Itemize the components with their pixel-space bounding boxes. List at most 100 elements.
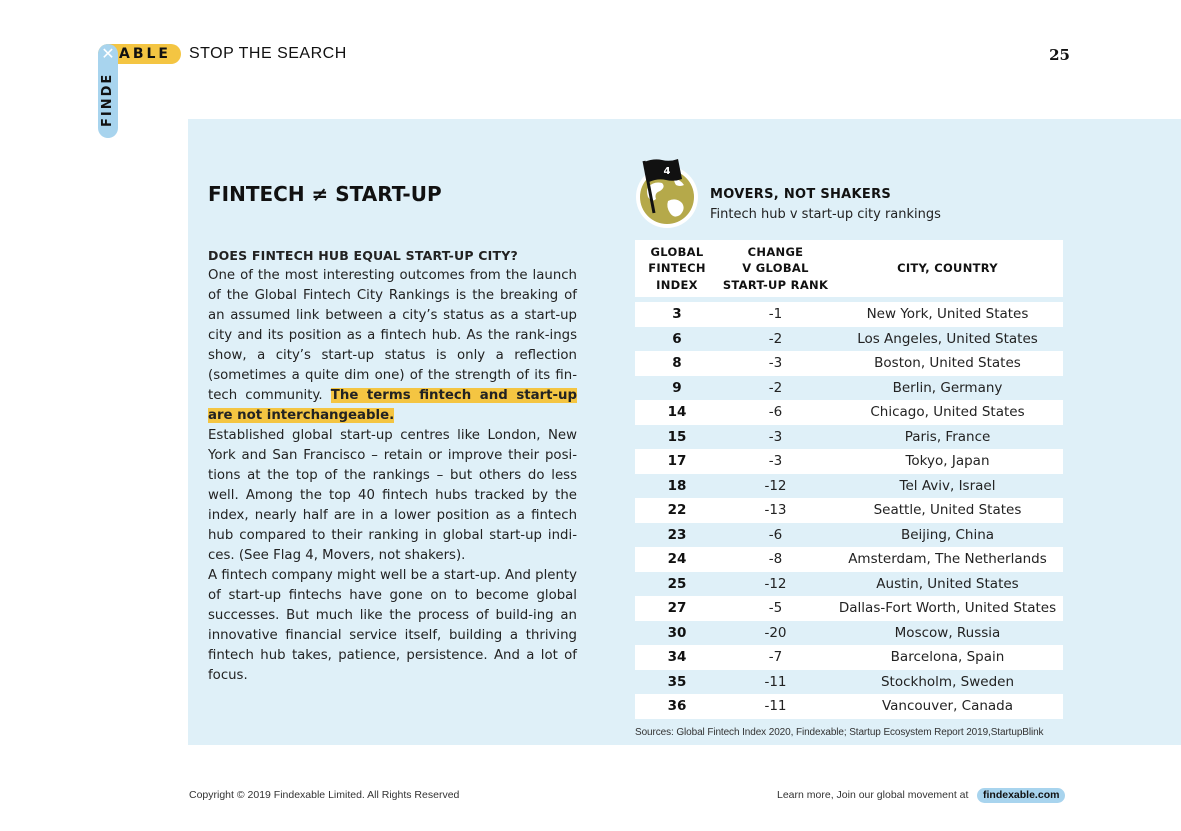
flag-pole	[642, 160, 656, 214]
table-body: 3 -1 New York, United States 6 -2 Los Angeles…	[635, 297, 1063, 719]
table-row: 23 -6 Beijing, China	[635, 522, 1063, 547]
cell-rank-change: -20	[719, 620, 832, 645]
cell-fintech-index: 23	[635, 522, 719, 547]
section-title: STOP THE SEARCH	[189, 45, 347, 62]
logo-x-mark: ✕	[101, 44, 115, 63]
cell-fintech-index: 27	[635, 596, 719, 621]
cell-fintech-index: 6	[635, 326, 719, 351]
globe-flag-icon: 4	[636, 159, 698, 228]
table-row: 14 -6 Chicago, United States	[635, 400, 1063, 425]
cell-fintech-index: 17	[635, 449, 719, 474]
cell-fintech-index: 18	[635, 473, 719, 498]
cell-fintech-index: 22	[635, 498, 719, 523]
cell-fintech-index: 35	[635, 669, 719, 694]
table-row: 9 -2 Berlin, Germany	[635, 375, 1063, 400]
cell-city-country: Berlin, Germany	[832, 375, 1063, 400]
table-row: 25 -12 Austin, United States	[635, 571, 1063, 596]
table-row: 3 -1 New York, United States	[635, 302, 1063, 327]
table-row: 24 -8 Amsterdam, The Netherlands	[635, 547, 1063, 572]
cell-rank-change: -5	[719, 596, 832, 621]
cell-fintech-index: 34	[635, 645, 719, 670]
table-row: 17 -3 Tokyo, Japan	[635, 449, 1063, 474]
table-row: 30 -20 Moscow, Russia	[635, 620, 1063, 645]
cell-city-country: Austin, United States	[832, 571, 1063, 596]
table-row: 36 -11 Vancouver, Canada	[635, 694, 1063, 719]
cell-city-country: Paris, France	[832, 424, 1063, 449]
header-col1-line3: INDEX	[656, 277, 698, 292]
header-col1-line1: GLOBAL	[650, 244, 704, 259]
header-col1-line2: FINTECH	[648, 261, 706, 276]
cell-rank-change: -3	[719, 449, 832, 474]
logo-yellow-bar	[98, 44, 181, 64]
flag-number: 4	[664, 166, 671, 177]
cell-city-country: Beijing, China	[832, 522, 1063, 547]
cell-fintech-index: 25	[635, 571, 719, 596]
table-subtitle: Fintech hub v start-up city rankings	[710, 207, 941, 222]
table-sources: Sources: Global Fintech Index 2020, Find…	[635, 727, 1044, 738]
cell-rank-change: -6	[719, 522, 832, 547]
cell-rank-change: -11	[719, 694, 832, 719]
page-number: 25	[1049, 46, 1070, 64]
cell-fintech-index: 15	[635, 424, 719, 449]
cell-city-country: Moscow, Russia	[832, 620, 1063, 645]
cell-fintech-index: 3	[635, 302, 719, 327]
cell-rank-change: -2	[719, 375, 832, 400]
table-row: 27 -5 Dallas-Fort Worth, United States	[635, 596, 1063, 621]
cell-city-country: Vancouver, Canada	[832, 694, 1063, 719]
paragraph-3: A fintech company might well be a start-…	[208, 568, 577, 683]
cell-city-country: Boston, United States	[832, 351, 1063, 376]
learn-more-text: Learn more, Join our global movement at	[777, 789, 969, 801]
cell-rank-change: -6	[719, 400, 832, 425]
article-body: DOES FINTECH HUB EQUAL START-UP CITY? On…	[208, 246, 577, 686]
table-header-row: GLOBAL FINTECH INDEX CHANGE V GLOBAL STA…	[635, 240, 1063, 297]
table-row: 6 -2 Los Angeles, United States	[635, 326, 1063, 351]
cell-rank-change: -11	[719, 669, 832, 694]
cell-rank-change: -12	[719, 571, 832, 596]
paragraph-1-text: One of the most interesting outcomes fro…	[208, 268, 577, 403]
cell-city-country: Barcelona, Spain	[832, 645, 1063, 670]
cell-rank-change: -3	[719, 351, 832, 376]
cell-fintech-index: 36	[635, 694, 719, 719]
logo-blue-bar	[98, 44, 118, 138]
globe-continents	[647, 179, 684, 217]
table-row: 8 -3 Boston, United States	[635, 351, 1063, 376]
logo-finde-text: FINDE	[100, 72, 115, 128]
header-col2-line1: CHANGE	[747, 244, 804, 259]
table-row: 22 -13 Seattle, United States	[635, 498, 1063, 523]
table-row: 34 -7 Barcelona, Spain	[635, 645, 1063, 670]
table-row: 35 -11 Stockholm, Sweden	[635, 669, 1063, 694]
cell-city-country: Amsterdam, The Netherlands	[832, 547, 1063, 572]
cell-rank-change: -1	[719, 302, 832, 327]
article-heading: FINTECH ≠ START-UP	[208, 182, 442, 206]
cell-fintech-index: 8	[635, 351, 719, 376]
paragraph-1: One of the most interesting outcomes fro…	[208, 266, 577, 426]
cell-city-country: Dallas-Fort Worth, United States	[832, 596, 1063, 621]
article-subheading: DOES FINTECH HUB EQUAL START-UP CITY?	[208, 248, 518, 263]
table-row: 15 -3 Paris, France	[635, 424, 1063, 449]
cell-city-country: Los Angeles, United States	[832, 326, 1063, 351]
header-global-fintech-index: GLOBAL FINTECH INDEX	[635, 240, 719, 297]
cell-rank-change: -2	[719, 326, 832, 351]
cell-city-country: Tokyo, Japan	[832, 449, 1063, 474]
logo-able-text: ABLE	[119, 46, 171, 62]
cell-fintech-index: 30	[635, 620, 719, 645]
cell-city-country: Tel Aviv, Israel	[832, 473, 1063, 498]
cell-fintech-index: 14	[635, 400, 719, 425]
table-row: 18 -12 Tel Aviv, Israel	[635, 473, 1063, 498]
cell-rank-change: -8	[719, 547, 832, 572]
cell-fintech-index: 24	[635, 547, 719, 572]
cell-city-country: Seattle, United States	[832, 498, 1063, 523]
header-col2-line2: V GLOBAL	[742, 261, 809, 276]
header-change-rank: CHANGE V GLOBAL START-UP RANK	[719, 240, 832, 297]
flag-cloth	[644, 159, 682, 182]
cell-rank-change: -13	[719, 498, 832, 523]
website-link[interactable]: findexable.com	[977, 788, 1066, 803]
rankings-table: GLOBAL FINTECH INDEX CHANGE V GLOBAL STA…	[635, 240, 1063, 719]
cell-city-country: Chicago, United States	[832, 400, 1063, 425]
copyright-notice: Copyright © 2019 Findexable Limited. All…	[189, 789, 460, 801]
header-city-country: CITY, COUNTRY	[832, 240, 1063, 297]
table-title: MOVERS, NOT SHAKERS	[710, 187, 892, 202]
header-col2-line3: START-UP RANK	[722, 277, 829, 292]
cell-fintech-index: 9	[635, 375, 719, 400]
findexable-logo: ✕ ABLE FINDE	[98, 44, 182, 140]
